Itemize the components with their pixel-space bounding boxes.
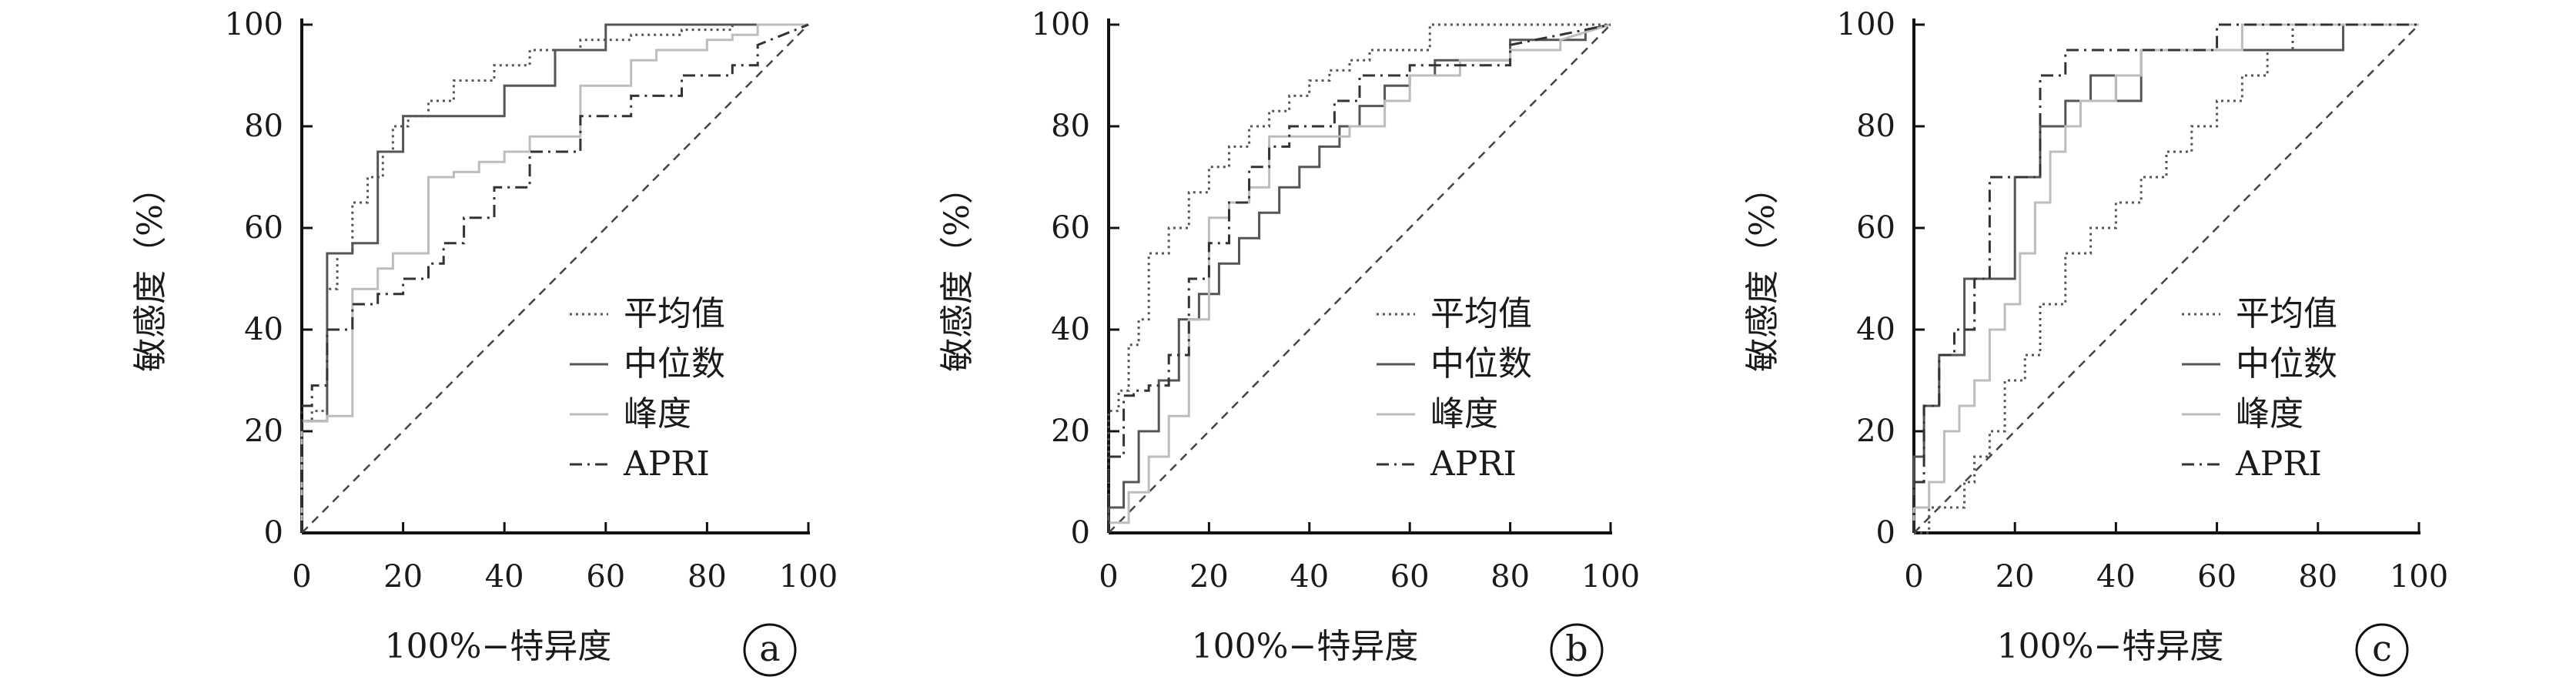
roc-curve-4	[1107, 23, 1611, 533]
legend-label: APRI	[1430, 444, 1517, 484]
y-tick-label: 60	[244, 210, 283, 246]
x-tick-label: 80	[1490, 559, 1530, 595]
y-tick-label: 60	[1856, 210, 1895, 246]
legend-label: APRI	[2235, 444, 2322, 484]
x-axis-title: 100%−特异度	[1192, 627, 1419, 666]
legend-label: 平均值	[2236, 294, 2337, 333]
x-tick-label: 40	[1290, 559, 1329, 595]
x-tick-label: 0	[1099, 559, 1118, 595]
legend-label: 中位数	[1430, 344, 1532, 384]
y-tick-label: 80	[1856, 109, 1895, 144]
x-tick-label: 20	[1996, 559, 2035, 595]
chart-panel-a: 0 20 40 60 80 100 0 20 40 60 80 100 100%−特异度 敏感度（%） 平均…	[131, 7, 838, 677]
y-axis-title: 敏感度（%）	[131, 170, 170, 372]
chart-panel-c: 0 20 40 60 80 100 0 20 40 60 80 100 100%−特异度 敏感度（%） 平均…	[1743, 7, 2448, 677]
roc-curve-2	[300, 23, 808, 533]
y-tick-label: 40	[244, 312, 283, 347]
x-tick-label: 100	[2390, 559, 2448, 595]
y-tick-label: 20	[244, 414, 283, 449]
chart-panel-b: 0 20 40 60 80 100 0 20 40 60 80 100 100%−特异度 敏感度（%） 平均…	[938, 7, 1640, 677]
reference-diagonal	[1913, 24, 2420, 534]
y-tick-label: 100	[225, 7, 283, 42]
legend-label: 峰度	[624, 394, 691, 434]
roc-curve-3	[1912, 23, 2419, 533]
x-tick-label: 100	[1581, 559, 1640, 595]
x-tick-label: 40	[485, 559, 524, 595]
x-axis-title: 100%−特异度	[1997, 627, 2224, 666]
roc-curve-1	[1914, 23, 2419, 534]
x-tick-label: 80	[2298, 559, 2337, 595]
roc-curve-3	[1107, 23, 1611, 533]
y-tick-label: 80	[1051, 109, 1090, 144]
y-tick-label: 0	[1071, 515, 1090, 551]
y-tick-label: 100	[1032, 7, 1090, 42]
x-tick-label: 40	[2096, 559, 2136, 595]
roc-curve-4	[300, 23, 809, 533]
x-tick-label: 0	[1904, 559, 1923, 595]
x-tick-label: 60	[586, 559, 625, 595]
legend-label: APRI	[623, 444, 710, 484]
panel-letter: a	[759, 628, 780, 669]
y-tick-label: 60	[1051, 210, 1090, 246]
x-tick-label: 20	[383, 559, 423, 595]
x-tick-label: 100	[779, 559, 838, 595]
legend-label: 中位数	[624, 344, 725, 384]
roc-curve-4	[1912, 23, 2419, 533]
legend-label: 中位数	[2236, 344, 2337, 384]
y-axis-title: 敏感度（%）	[1743, 170, 1782, 372]
roc-curve-1	[1107, 23, 1611, 533]
y-axis-title: 敏感度（%）	[938, 170, 977, 372]
x-tick-label: 80	[687, 559, 727, 595]
y-tick-label: 0	[1876, 515, 1895, 551]
legend-label: 平均值	[624, 294, 725, 333]
y-tick-label: 40	[1051, 312, 1090, 347]
x-tick-label: 60	[1390, 559, 1430, 595]
y-tick-label: 80	[244, 109, 283, 144]
legend-label: 峰度	[2236, 394, 2303, 434]
panel-letter-circle	[743, 623, 797, 677]
panel-letter: c	[2372, 628, 2392, 669]
y-tick-label: 100	[1837, 7, 1895, 42]
y-tick-label: 20	[1856, 414, 1895, 449]
panel-letter: b	[1565, 628, 1587, 669]
reference-diagonal	[1108, 24, 1611, 534]
x-tick-label: 0	[292, 559, 311, 595]
legend-label: 峰度	[1430, 394, 1498, 434]
panel-letter-circle	[1550, 623, 1604, 677]
panel-letter-circle	[2355, 623, 2409, 677]
y-tick-label: 40	[1856, 312, 1895, 347]
x-axis-title: 100%−特异度	[385, 627, 612, 666]
roc-curve-3	[300, 23, 808, 533]
y-tick-label: 0	[264, 515, 283, 551]
x-tick-label: 20	[1189, 559, 1229, 595]
reference-diagonal	[301, 24, 809, 534]
y-tick-label: 20	[1051, 414, 1090, 449]
legend-label: 平均值	[1430, 294, 1532, 333]
x-tick-label: 60	[2197, 559, 2236, 595]
